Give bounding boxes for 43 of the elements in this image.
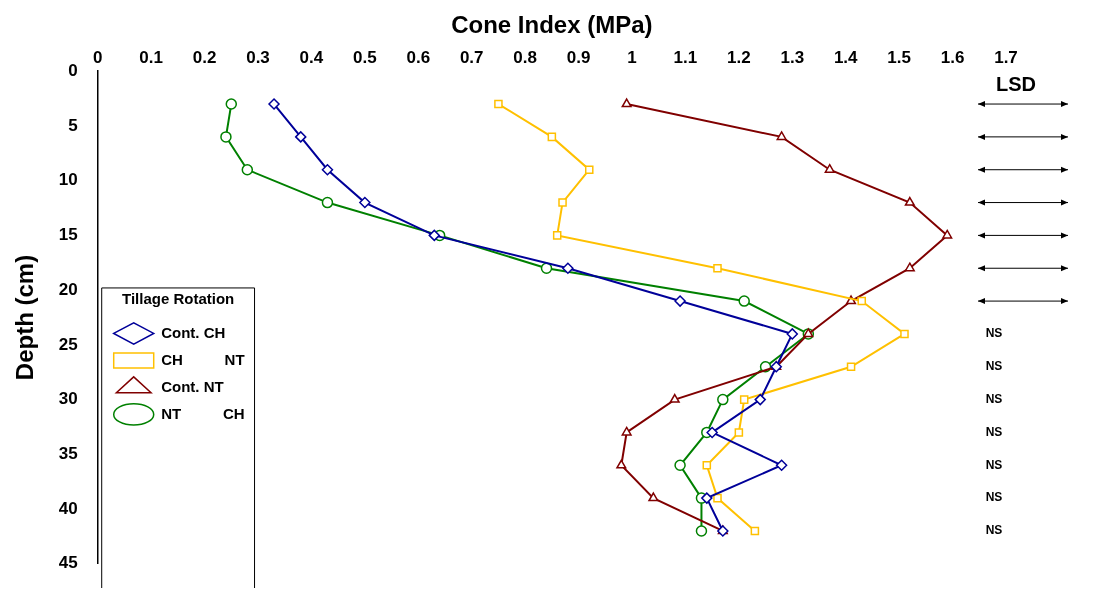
x-tick-label: 0 [92,47,103,67]
y-tick-label: 45 [58,553,78,573]
y-tick-label: 15 [58,225,78,245]
x-tick-label: 0.6 [406,47,431,67]
annotation: NS [985,326,1003,341]
x-tick-label: 0.7 [459,47,484,67]
y-axis-title: Depth (cm) [11,254,39,381]
legend-label: NT CH [161,404,245,422]
legend-label: Cont. NT [161,377,224,395]
annotation: NS [985,490,1003,505]
x-tick-label: 1.3 [780,47,805,67]
y-tick-label: 5 [68,115,78,135]
annotation: NS [985,391,1003,406]
y-tick-label: 35 [58,444,78,464]
x-tick-label: 1 [627,47,637,67]
y-tick-label: 25 [58,334,78,354]
legend-label: Cont. CH [161,323,226,341]
annotation: NS [985,424,1003,439]
x-tick-label: 1.7 [994,47,1018,67]
x-tick-label: 1.2 [727,47,751,67]
x-tick-label: 0.3 [246,47,270,67]
y-tick-label: 0 [68,60,78,80]
annotation: NS [985,523,1003,538]
x-tick-label: 1.1 [673,47,698,67]
annotation: LSD [996,72,1036,95]
x-tick-label: 0.5 [353,47,377,67]
y-tick-label: 10 [58,170,78,190]
x-tick-label: 1.6 [940,47,965,67]
y-tick-label: 30 [58,389,78,409]
legend-title: Tillage Rotation [122,289,235,307]
x-tick-label: 0.9 [566,47,591,67]
x-tick-label: 1.4 [833,47,859,67]
x-tick-label: 0.1 [139,47,163,67]
x-axis-title: Cone Index (MPa) [451,11,653,39]
annotation: NS [985,359,1003,374]
legend-label: CH NT [161,350,245,368]
y-tick-label: 40 [58,498,78,518]
x-tick-label: 0.8 [513,47,537,67]
x-tick-label: 1.5 [887,47,911,67]
annotation: NS [985,457,1003,472]
y-tick-label: 20 [58,279,78,299]
x-tick-label: 0.2 [192,47,217,67]
x-tick-label: 0.4 [299,47,324,67]
